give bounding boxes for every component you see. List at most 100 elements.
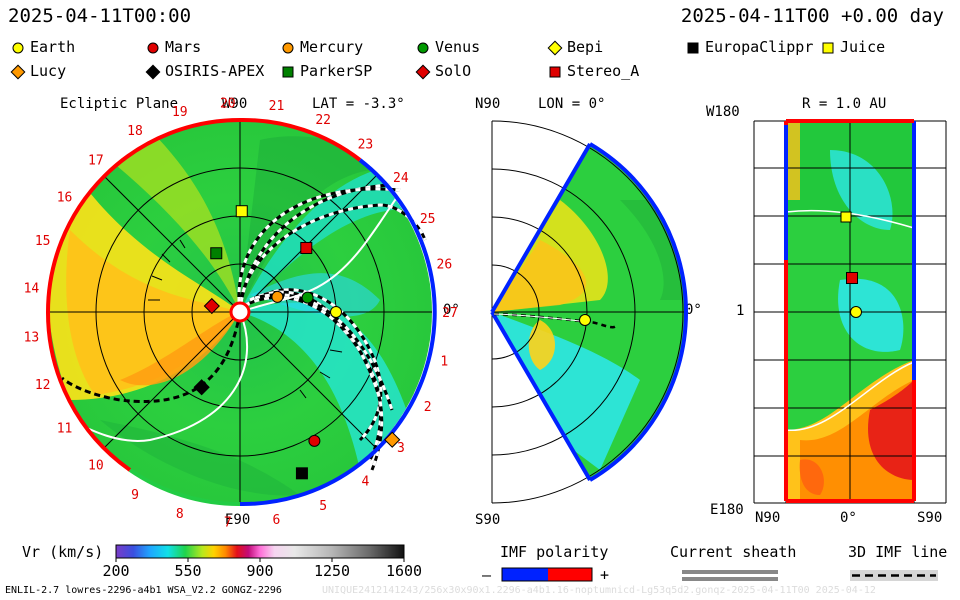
legend-marker-parkersp xyxy=(282,66,294,78)
ecliptic-lat-label: LAT = -3.3° xyxy=(312,96,405,112)
map-one: 1 xyxy=(736,303,745,319)
meridional-n90: N90 xyxy=(475,96,501,112)
legend-label-parkersp: ParkerSP xyxy=(300,62,373,80)
colorbar-tick-900: 900 xyxy=(246,562,274,580)
carrington-tick-26: 26 xyxy=(437,258,453,273)
legend-label-venus: Venus xyxy=(435,38,481,56)
map-e180: E180 xyxy=(710,502,744,518)
legend-label-mercury: Mercury xyxy=(300,38,364,56)
meridional-lon-label: LON = 0° xyxy=(538,96,606,112)
legend-marker-solo xyxy=(415,64,431,80)
colorbar xyxy=(115,544,405,559)
ecliptic-body-solo xyxy=(203,297,220,315)
carrington-tick-15: 15 xyxy=(35,234,51,249)
meridional-body-earth xyxy=(579,314,591,326)
carrington-tick-11: 11 xyxy=(57,421,73,436)
legend-label-bepi: Bepi xyxy=(567,38,604,56)
ecliptic-e90: E90 xyxy=(225,512,251,528)
carrington-tick-2: 2 xyxy=(424,400,432,415)
legend-label-lucy: Lucy xyxy=(30,62,67,80)
carrington-tick-27: 27 xyxy=(442,306,458,321)
legend-label-stereo-a: Stereo_A xyxy=(567,62,640,80)
ecliptic-body-parkersp xyxy=(210,247,223,260)
footer-info: ENLIL-2.7 lowres-2296-a4b1 WSA_V2.2 GONG… xyxy=(5,585,282,596)
current-sheath-swatch-top xyxy=(682,570,778,574)
date-left: 2025-04-11T00:00 xyxy=(8,5,192,27)
carrington-tick-3: 3 xyxy=(397,441,405,456)
carrington-tick-17: 17 xyxy=(88,153,104,168)
carrington-tick-19: 19 xyxy=(172,105,188,120)
legend-marker-juice xyxy=(822,42,834,54)
imf3d-title: 3D IMF line xyxy=(848,543,948,561)
current-sheath-swatch-bottom xyxy=(682,577,778,581)
carrington-tick-23: 23 xyxy=(358,138,374,153)
map-panel xyxy=(753,119,947,504)
ecliptic-zero: 0° xyxy=(443,302,460,318)
ecliptic-panel xyxy=(45,117,437,507)
colorbar-tick-1250: 1250 xyxy=(313,562,351,580)
ecliptic-body-lucy xyxy=(384,431,401,448)
map-title: R = 1.0 AU xyxy=(802,96,887,112)
legend-label-earth: Earth xyxy=(30,38,76,56)
carrington-tick-12: 12 xyxy=(35,378,51,393)
imf-plus: + xyxy=(600,566,610,584)
map-body-stereo-a xyxy=(846,272,858,284)
legend-marker-europaclippr xyxy=(687,42,699,54)
carrington-tick-8: 8 xyxy=(176,507,184,522)
legend-label-juice: Juice xyxy=(840,38,886,56)
map-s90: S90 xyxy=(917,510,943,526)
legend-marker-stereo-a xyxy=(549,66,561,78)
ecliptic-w90: W90 xyxy=(222,96,248,112)
carrington-tick-21: 21 xyxy=(269,99,285,114)
colorbar-tick-200: 200 xyxy=(102,562,130,580)
ecliptic-body-venus xyxy=(301,291,314,304)
legend-marker-mercury xyxy=(282,42,294,54)
ecliptic-title: Ecliptic Plane xyxy=(60,96,179,112)
ecliptic-body-mars xyxy=(308,434,321,447)
carrington-tick-1: 1 xyxy=(440,354,448,369)
current-sheath-title: Current sheath xyxy=(670,543,797,561)
legend-marker-earth xyxy=(12,42,24,54)
date-right: 2025-04-11T00 +0.00 day xyxy=(680,5,944,27)
ecliptic-body-stereo-a xyxy=(300,241,313,254)
carrington-tick-25: 25 xyxy=(420,212,436,227)
meridional-panel xyxy=(490,120,688,504)
ecliptic-body-earth xyxy=(330,306,342,318)
carrington-tick-16: 16 xyxy=(57,191,73,206)
ecliptic-body-europaclippr xyxy=(295,467,308,480)
map-body-earth xyxy=(850,306,862,318)
carrington-tick-13: 13 xyxy=(24,330,40,345)
colorbar-label: Vr (km/s) xyxy=(22,543,104,561)
carrington-tick-9: 9 xyxy=(131,488,139,503)
carrington-tick-5: 5 xyxy=(319,499,327,514)
colorbar-tick-550: 550 xyxy=(174,562,202,580)
meridional-s90: S90 xyxy=(475,512,501,528)
legend-label-europaclippr: EuropaClippr xyxy=(705,38,814,56)
carrington-tick-22: 22 xyxy=(315,113,331,128)
legend-label-mars: Mars xyxy=(165,38,202,56)
footer-run-id: UNIQUE2412141243/256x30x90x1.2296-a4b1.1… xyxy=(322,585,876,596)
map-body-juice xyxy=(840,211,852,223)
body-markers xyxy=(10,40,862,480)
map-w180: W180 xyxy=(706,104,740,120)
carrington-tick-4: 4 xyxy=(361,474,369,489)
imf-polarity-title: IMF polarity xyxy=(500,543,609,561)
carrington-tick-24: 24 xyxy=(393,171,409,186)
ecliptic-body-juice xyxy=(235,205,248,218)
carrington-tick-14: 14 xyxy=(24,282,40,297)
legend-marker-bepi xyxy=(547,40,563,56)
imf-negative-swatch xyxy=(502,568,548,581)
meridional-zero: 0° xyxy=(685,302,702,318)
carrington-tick-20: 20 xyxy=(220,96,236,111)
legend-marker-lucy xyxy=(10,64,26,80)
legend-marker-mars xyxy=(147,42,159,54)
map-n90: N90 xyxy=(755,510,781,526)
carrington-tick-10: 10 xyxy=(88,459,104,474)
imf-minus: – xyxy=(482,566,492,584)
carrington-tick-18: 18 xyxy=(127,124,143,139)
legend-marker-osiris-apex xyxy=(145,64,161,80)
ecliptic-body-osiris-apex xyxy=(193,379,210,396)
colorbar-tick-1600: 1600 xyxy=(385,562,423,580)
